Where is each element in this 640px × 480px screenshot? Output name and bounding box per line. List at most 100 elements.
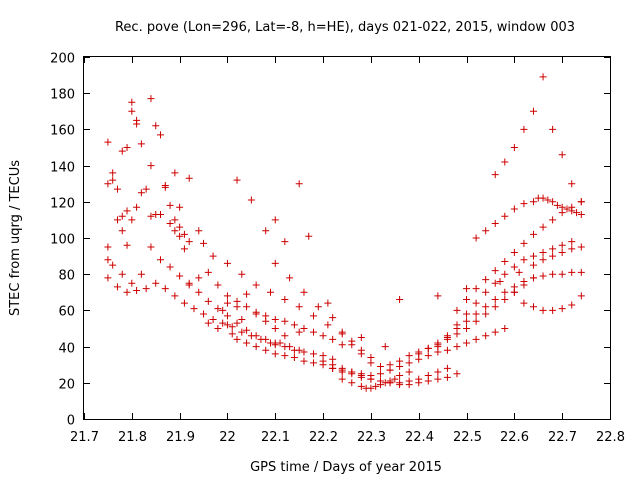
data-point: [324, 321, 332, 329]
data-point: [405, 359, 413, 367]
data-point: [171, 292, 179, 300]
data-point: [558, 241, 566, 249]
data-point: [529, 198, 537, 206]
data-point: [568, 301, 576, 309]
data-point: [123, 241, 131, 249]
x-tick-label: 21.8: [118, 430, 147, 445]
data-point: [223, 292, 231, 300]
data-point: [324, 299, 332, 307]
data-point: [510, 288, 518, 296]
data-point: [405, 368, 413, 376]
data-point: [109, 169, 117, 177]
y-axis-label: STEC from uqrg / TECUs: [8, 160, 23, 316]
data-point: [214, 325, 222, 332]
data-point: [243, 290, 251, 298]
data-point: [372, 382, 380, 390]
data-point: [501, 288, 509, 296]
y-tick-label: 200: [50, 52, 75, 67]
data-point: [453, 370, 461, 378]
data-point: [113, 185, 121, 193]
data-point: [549, 216, 557, 224]
data-point: [558, 270, 566, 278]
x-tick-label: 22.4: [405, 430, 434, 445]
data-point: [443, 334, 451, 342]
x-tick-label: 21.7: [70, 430, 99, 445]
data-point: [123, 207, 131, 215]
data-point: [472, 310, 480, 318]
data-point: [238, 270, 246, 278]
data-point: [104, 256, 112, 264]
data-point: [271, 350, 279, 358]
data-point: [434, 368, 442, 376]
data-point: [290, 346, 298, 354]
data-point: [262, 312, 270, 320]
data-point: [262, 227, 270, 235]
data-point: [568, 238, 576, 246]
data-point: [520, 256, 528, 264]
data-point: [176, 272, 184, 280]
data-point: [482, 227, 490, 235]
data-point: [348, 337, 356, 345]
data-point: [133, 116, 141, 124]
data-point: [247, 196, 255, 204]
data-point: [529, 252, 537, 260]
data-point: [553, 201, 561, 209]
data-point: [376, 381, 384, 389]
data-point: [338, 328, 346, 336]
data-point: [463, 285, 471, 293]
data-point: [223, 321, 231, 329]
data-point: [281, 317, 289, 325]
y-tick-label: 40: [58, 342, 75, 357]
data-point: [171, 169, 179, 177]
data-point: [376, 363, 384, 371]
data-point: [434, 375, 442, 383]
data-point: [501, 270, 509, 278]
x-tick-label: 22.8: [596, 430, 625, 445]
data-point: [123, 288, 131, 296]
data-point: [367, 372, 375, 380]
data-point: [529, 107, 537, 115]
data-point: [573, 209, 581, 217]
data-point: [501, 212, 509, 220]
y-axis: 0 20 40 60 80 100 120 140 160 180 200: [50, 52, 610, 429]
data-point: [520, 200, 528, 208]
data-point: [180, 299, 188, 307]
data-point: [443, 364, 451, 372]
data-point: [482, 303, 490, 311]
data-point: [405, 352, 413, 360]
data-point: [501, 258, 509, 266]
data-point: [491, 279, 499, 287]
data-point: [118, 270, 126, 278]
data-point: [180, 230, 188, 238]
chart-title: Rec. pove (Lon=296, Lat=-8, h=HE), days …: [115, 20, 575, 35]
data-point: [381, 379, 389, 387]
data-point: [176, 223, 184, 231]
data-point: [271, 325, 279, 332]
data-point: [147, 212, 155, 220]
data-point: [271, 315, 279, 323]
y-tick-label: 60: [58, 305, 75, 320]
data-point: [310, 328, 318, 336]
data-point: [463, 296, 471, 304]
data-point: [281, 238, 289, 246]
data-point: [195, 227, 203, 235]
data-point: [152, 279, 160, 287]
data-point: [443, 346, 451, 354]
data-point: [549, 252, 557, 260]
data-point: [305, 232, 313, 240]
y-tick-label: 20: [58, 378, 75, 393]
data-point: [491, 267, 499, 275]
data-point: [501, 158, 509, 166]
data-point: [577, 292, 585, 300]
data-point: [281, 296, 289, 304]
data-point: [104, 243, 112, 251]
data-point: [204, 268, 212, 276]
data-point: [529, 303, 537, 311]
data-point: [314, 303, 322, 311]
data-point: [228, 323, 236, 331]
data-point: [549, 198, 557, 206]
data-point: [113, 216, 121, 224]
data-point: [295, 180, 303, 188]
data-point: [415, 375, 423, 383]
data-point: [190, 305, 198, 313]
